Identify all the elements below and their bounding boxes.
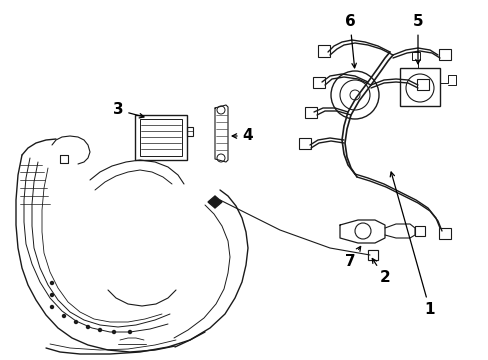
Polygon shape <box>367 250 377 260</box>
Bar <box>438 49 450 60</box>
Circle shape <box>50 282 53 284</box>
Text: 2: 2 <box>371 258 389 285</box>
Bar <box>305 107 316 118</box>
Text: 1: 1 <box>389 172 434 318</box>
Text: 6: 6 <box>344 14 356 68</box>
Bar <box>317 45 329 57</box>
Circle shape <box>86 325 89 328</box>
Text: 5: 5 <box>412 14 423 64</box>
Polygon shape <box>207 196 222 208</box>
Circle shape <box>98 328 102 332</box>
Circle shape <box>74 320 77 324</box>
Circle shape <box>112 330 115 333</box>
Bar <box>312 77 325 88</box>
Circle shape <box>50 306 53 309</box>
Bar <box>367 250 377 260</box>
Bar <box>367 250 377 260</box>
Bar <box>140 119 182 156</box>
Text: 3: 3 <box>112 103 143 118</box>
Text: 7: 7 <box>344 247 360 270</box>
Bar <box>399 68 439 106</box>
Bar <box>438 228 450 239</box>
Bar <box>414 226 424 236</box>
Text: 4: 4 <box>232 129 253 144</box>
Bar <box>416 79 428 90</box>
Bar <box>298 138 310 149</box>
Bar <box>186 127 193 136</box>
Circle shape <box>128 330 131 333</box>
Circle shape <box>62 315 65 318</box>
Bar <box>135 115 186 160</box>
Circle shape <box>50 293 53 297</box>
